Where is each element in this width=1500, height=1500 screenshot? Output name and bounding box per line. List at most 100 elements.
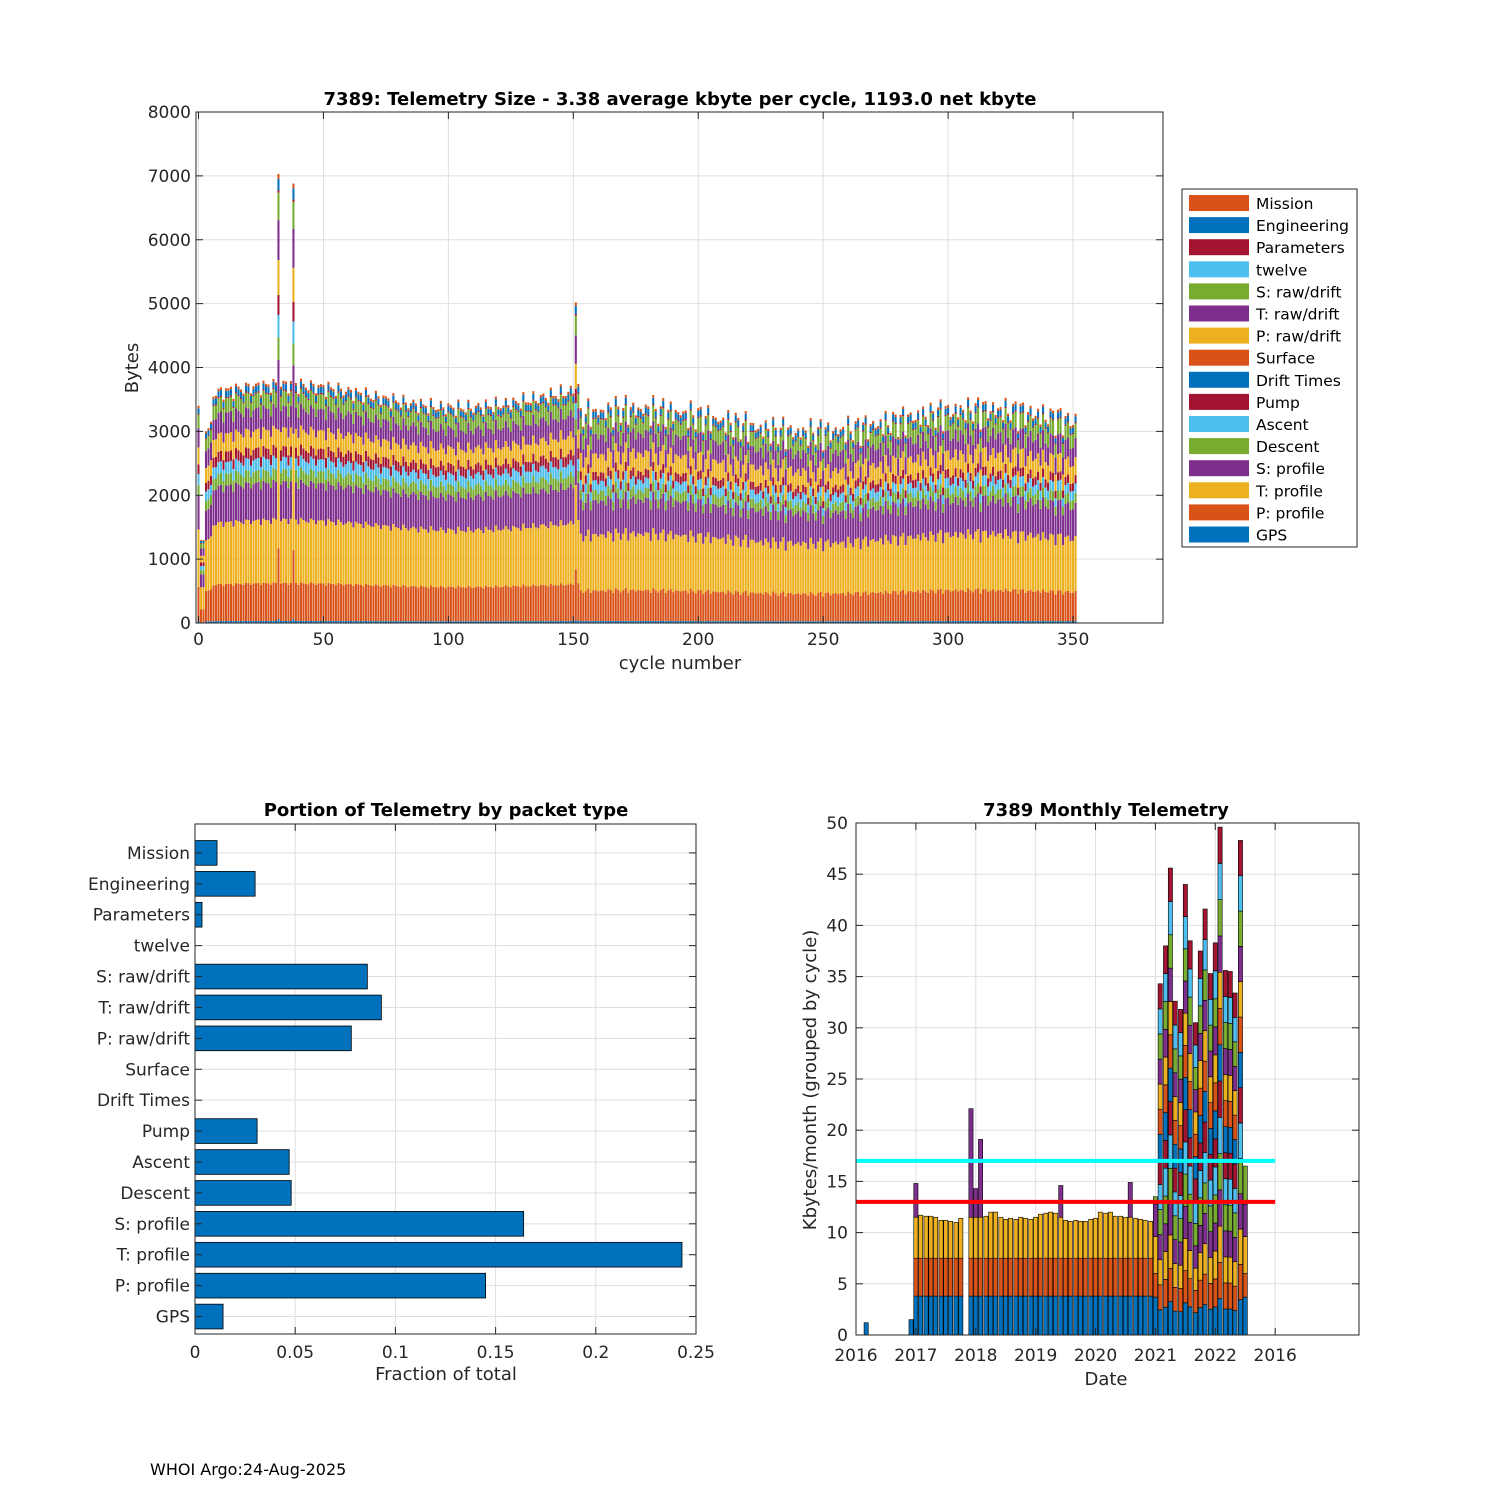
bar-segment: [632, 411, 635, 413]
bar-segment: [1014, 447, 1017, 467]
bar-segment: [444, 416, 447, 422]
bar-segment: [539, 489, 542, 525]
bar-segment: [442, 621, 445, 623]
bar-segment: [814, 446, 817, 452]
bar-segment: [589, 467, 592, 485]
bar-segment: [454, 471, 457, 481]
bar-segment: [439, 400, 442, 404]
bar-segment: [609, 452, 612, 471]
bar-segment: [974, 486, 977, 497]
bar-segment: [854, 480, 857, 489]
bar-segment: [339, 391, 342, 398]
bar-segment: [394, 621, 397, 623]
bar-segment: [829, 595, 832, 622]
bar-segment: [452, 416, 455, 430]
bar-segment: [214, 456, 218, 468]
bar-segment: [557, 399, 560, 402]
bar-segment: [582, 501, 585, 511]
bar-segment: [754, 503, 757, 513]
bar-segment: [642, 590, 645, 622]
bar-segment: [842, 501, 845, 511]
bar-segment: [934, 501, 937, 511]
bar-segment: [634, 494, 637, 504]
bar-segment: [364, 521, 367, 584]
bar-segment: [1027, 436, 1030, 456]
bar-segment: [634, 439, 637, 459]
bar-segment: [227, 473, 230, 486]
bar-segment: [832, 439, 835, 454]
bar-segment: [352, 527, 355, 586]
bar-segment: [1062, 490, 1065, 499]
bar-segment: [907, 414, 910, 418]
bar-segment: [899, 417, 902, 424]
bar-segment: [897, 475, 900, 492]
bar-segment: [629, 479, 632, 489]
bar-segment: [657, 431, 660, 433]
bar-segment: [727, 472, 730, 482]
bar-segment: [692, 503, 695, 537]
bar-segment: [1074, 621, 1077, 623]
cycle-bar: [574, 302, 577, 623]
bar-segment: [502, 529, 505, 587]
bar-segment: [762, 515, 765, 546]
bar-segment: [737, 441, 740, 461]
bar-segment: [449, 495, 452, 530]
cycle-bar: [594, 408, 597, 623]
bar-segment: [829, 621, 832, 623]
bar-segment: [234, 519, 238, 584]
bar-segment: [682, 411, 685, 414]
bar-segment: [542, 621, 545, 623]
bar-segment: [514, 408, 517, 411]
bar-segment: [579, 590, 582, 622]
bar-segment: [342, 397, 345, 404]
bar-segment: [372, 481, 375, 493]
bar-segment: [974, 531, 977, 590]
bar-segment: [282, 582, 285, 621]
bar-segment: [862, 489, 865, 499]
bar-segment: [524, 527, 527, 587]
bar-segment: [497, 414, 500, 416]
bar-segment: [757, 502, 760, 512]
bar-segment: [507, 495, 510, 530]
bar-segment: [277, 359, 280, 430]
bar-segment: [1022, 476, 1025, 487]
bar-segment: [742, 446, 745, 465]
bar-segment: [707, 589, 710, 622]
bar-segment: [544, 398, 547, 401]
bar-segment: [467, 442, 470, 460]
bar-segment: [1007, 423, 1010, 438]
bar-segment: [869, 433, 872, 448]
bar-segment: [197, 464, 200, 474]
bar-segment: [657, 482, 660, 491]
bar-segment: [1014, 411, 1017, 428]
bar-segment: [774, 468, 777, 486]
bar-segment: [829, 518, 832, 548]
cycle-bar: [549, 387, 552, 623]
bar-segment: [297, 455, 300, 466]
bar-segment: [559, 621, 562, 623]
bar-segment: [294, 382, 297, 386]
bar-segment: [819, 538, 822, 592]
bar-segment: [247, 408, 250, 430]
bar-segment: [387, 585, 390, 622]
bar-segment: [227, 433, 230, 452]
bar-segment: [844, 519, 847, 548]
bar-segment: [934, 427, 937, 431]
bar-segment: [679, 424, 682, 440]
bar-segment: [494, 585, 497, 622]
bar-segment: [367, 404, 370, 419]
bar-segment: [739, 439, 742, 442]
bar-segment: [519, 430, 522, 450]
bar-segment: [624, 491, 627, 529]
bar-segment: [514, 403, 517, 409]
bar-segment: [349, 389, 352, 393]
cycle-bar: [622, 408, 625, 623]
bar-segment: [924, 459, 927, 478]
bar-segment: [407, 587, 410, 622]
bar-segment: [817, 429, 820, 435]
bar-segment: [279, 621, 282, 623]
bar-segment: [397, 621, 400, 623]
bar-segment: [907, 536, 910, 592]
cycle-bar: [802, 427, 805, 623]
bar-segment: [342, 404, 345, 419]
